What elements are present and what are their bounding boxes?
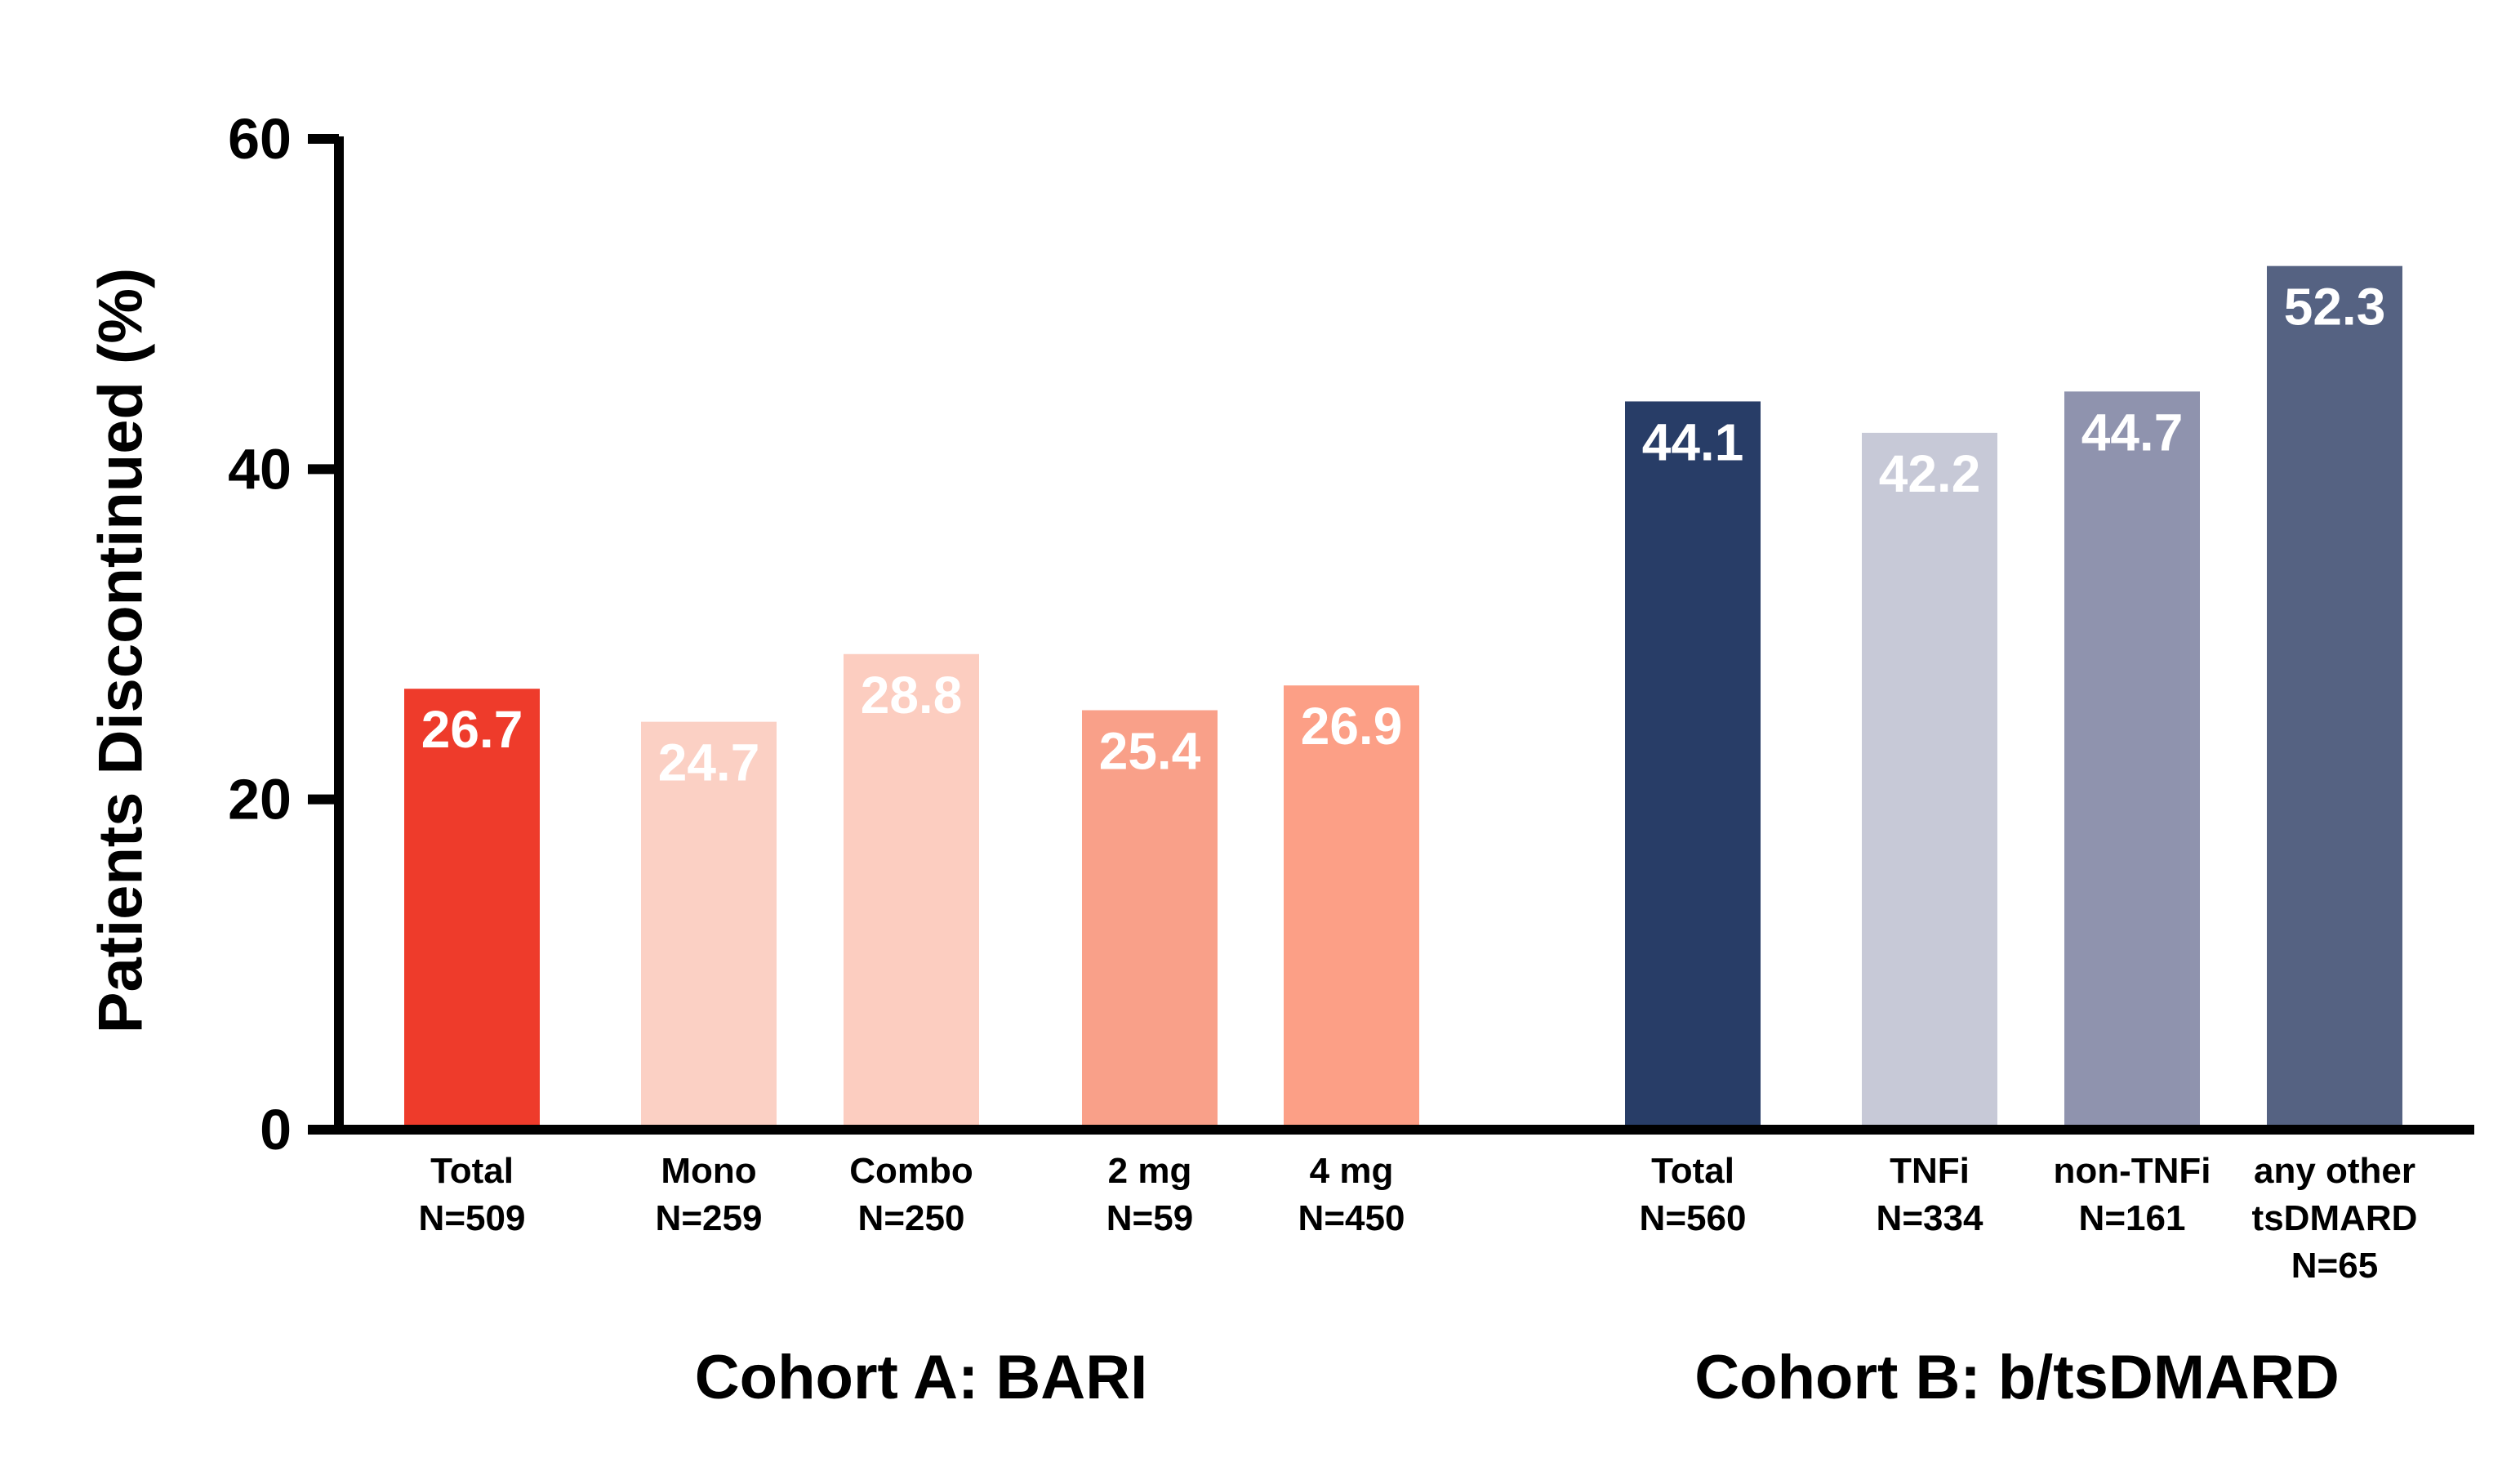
bar: [1862, 432, 1997, 1125]
y-tick-label: 20: [228, 768, 292, 832]
category-label: non-TNFi N=161: [2053, 1151, 2211, 1238]
group-label: Cohort B: b/tsDMARD: [1694, 1343, 2339, 1412]
group-label: Cohort A: BARI: [695, 1343, 1147, 1412]
y-tick-label: 60: [228, 107, 292, 171]
bar-value-label: 28.8: [861, 666, 963, 725]
bar: [641, 721, 777, 1125]
category-label: TNFi N=334: [1877, 1151, 1983, 1238]
category-label-line: Mono: [661, 1151, 756, 1191]
category-label: 2 mg N=59: [1106, 1151, 1193, 1238]
bar: [1284, 685, 1419, 1125]
bar-value-label: 24.7: [658, 734, 760, 792]
category-label-line: N=161: [2079, 1198, 2186, 1238]
category-label-line: non-TNFi: [2053, 1151, 2211, 1191]
bar-value-label: 44.1: [1642, 412, 1744, 471]
bar: [1082, 710, 1218, 1125]
y-ticks: 0 20 40 60: [228, 107, 339, 1162]
category-label: Combo N=250: [849, 1151, 973, 1238]
category-label: Total N=560: [1640, 1151, 1747, 1238]
category-label-line: N=59: [1106, 1198, 1193, 1238]
category-label-line: N=560: [1640, 1198, 1747, 1238]
category-label-line: 4 mg: [1310, 1151, 1394, 1191]
bar-value-label: 26.7: [421, 700, 523, 759]
category-labels: Total N=509 Mono N=259 Combo N=250 2 mg N=59 4 m…: [419, 1151, 2418, 1286]
category-label-line: Total: [430, 1151, 514, 1191]
y-tick-label: 40: [228, 437, 292, 501]
category-label-line: N=65: [2291, 1246, 2378, 1286]
category-label-line: N=450: [1298, 1198, 1405, 1238]
bar-value-label: 25.4: [1099, 721, 1201, 780]
category-label-line: 2 mg: [1108, 1151, 1192, 1191]
bar: [2267, 265, 2402, 1125]
axes: [334, 136, 2474, 1135]
category-label-line: Total: [1651, 1151, 1734, 1191]
category-label-line: TNFi: [1890, 1151, 1970, 1191]
category-label: any other tsDMARD N=65: [2252, 1151, 2418, 1286]
bars: 26.7 24.7 28.8 25.4 26.9 44.1 42.2 44.7 52.3: [404, 265, 2402, 1125]
category-label: Total N=509: [419, 1151, 526, 1238]
category-label-line: tsDMARD: [2252, 1198, 2418, 1238]
category-label: Mono N=259: [656, 1151, 763, 1238]
category-label-line: Combo: [849, 1151, 973, 1191]
bar: [404, 689, 540, 1125]
category-label: 4 mg N=450: [1298, 1151, 1405, 1238]
bar: [2064, 391, 2200, 1125]
category-label-line: N=509: [419, 1198, 526, 1238]
category-label-line: any other: [2254, 1151, 2415, 1191]
category-label-line: N=334: [1877, 1198, 1983, 1238]
y-axis-title: Patients Discontinued (%): [87, 268, 156, 1033]
y-tick-label: 0: [260, 1098, 292, 1162]
bar-value-label: 42.2: [1879, 444, 1981, 503]
group-labels: Cohort A: BARI Cohort B: b/tsDMARD: [695, 1343, 2340, 1412]
bar-value-label: 52.3: [2284, 278, 2386, 337]
bar: [844, 653, 979, 1125]
category-label-line: N=250: [858, 1198, 965, 1238]
bar-value-label: 44.7: [2081, 403, 2184, 462]
bar-value-label: 26.9: [1301, 697, 1403, 756]
category-label-line: N=259: [656, 1198, 763, 1238]
bar: [1625, 401, 1761, 1125]
